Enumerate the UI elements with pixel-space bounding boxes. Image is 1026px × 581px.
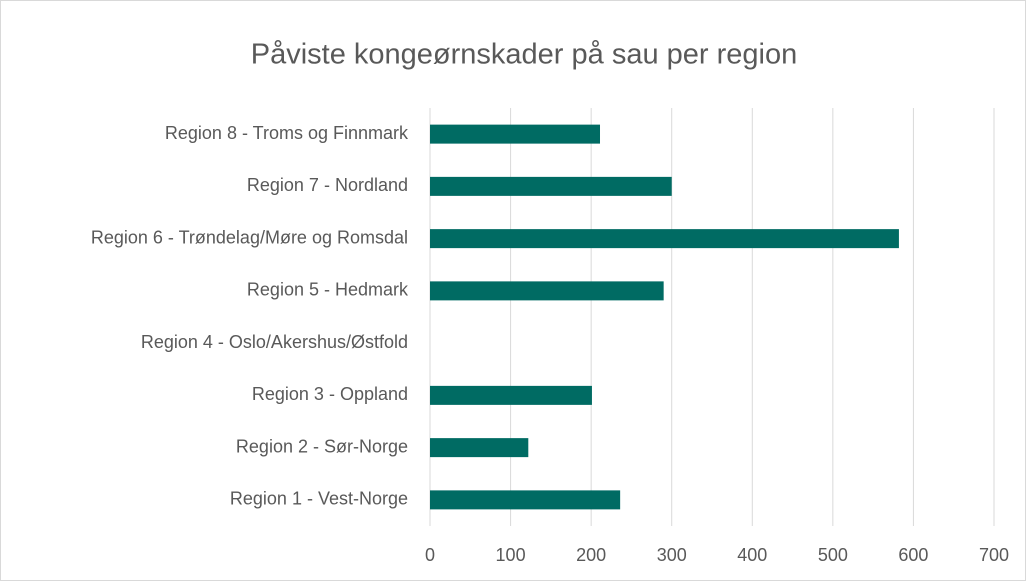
bar bbox=[430, 229, 899, 249]
y-tick-label: Region 4 - Oslo/Akershus/Østfold bbox=[141, 332, 408, 352]
bar bbox=[430, 385, 592, 405]
x-tick-label: 100 bbox=[496, 545, 526, 565]
y-tick-label: Region 1 - Vest-Norge bbox=[230, 489, 408, 509]
y-tick-label: Region 6 - Trøndelag/Møre og Romsdal bbox=[91, 227, 408, 247]
x-tick-label: 200 bbox=[576, 545, 606, 565]
bar bbox=[430, 438, 529, 458]
y-tick-label: Region 7 - Nordland bbox=[247, 175, 408, 195]
x-tick-label: 400 bbox=[737, 545, 767, 565]
bar bbox=[430, 490, 621, 510]
y-tick-label: Region 3 - Oppland bbox=[252, 384, 408, 404]
x-tick-label: 600 bbox=[898, 545, 928, 565]
x-tick-label: 0 bbox=[425, 545, 435, 565]
x-tick-label: 300 bbox=[657, 545, 687, 565]
bar bbox=[430, 124, 601, 144]
bar bbox=[430, 281, 664, 301]
y-tick-label: Region 5 - Hedmark bbox=[247, 280, 409, 300]
x-tick-label: 500 bbox=[818, 545, 848, 565]
y-tick-label: Region 8 - Troms og Finnmark bbox=[165, 123, 409, 143]
bar bbox=[430, 176, 672, 196]
y-tick-label: Region 2 - Sør-Norge bbox=[236, 436, 408, 456]
x-tick-label: 700 bbox=[979, 545, 1009, 565]
chart-title: Påviste kongeørnskader på sau per region bbox=[251, 39, 797, 71]
